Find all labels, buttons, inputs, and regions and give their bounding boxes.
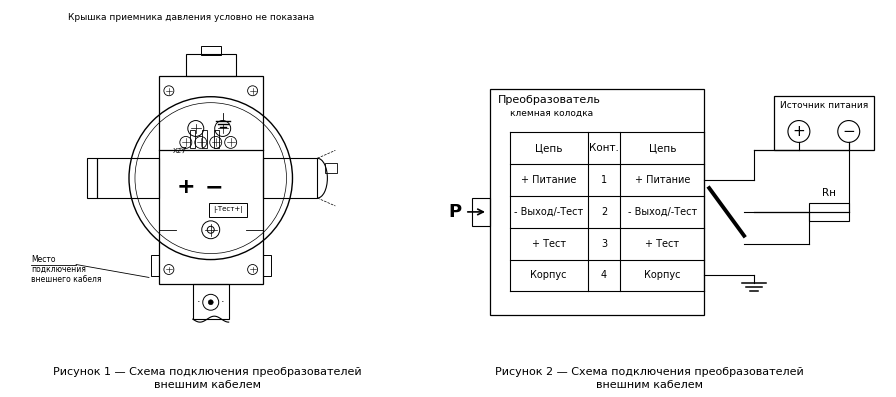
Text: клемная колодка: клемная колодка (510, 109, 593, 118)
Text: +: + (793, 124, 806, 139)
Text: внешним кабелем: внешним кабелем (596, 380, 702, 390)
Text: Крышка приемника давления условно не показана: Крышка приемника давления условно не пок… (68, 13, 314, 22)
Bar (490, 89, 704, 315)
Text: Цепь: Цепь (535, 143, 563, 153)
Bar (325, 163, 338, 173)
Text: −: − (842, 124, 855, 139)
Text: + Тест: + Тест (531, 239, 565, 249)
Text: 1: 1 (601, 175, 607, 185)
Bar (774, 96, 874, 150)
Text: + Тест: + Тест (645, 239, 679, 249)
Text: 3: 3 (601, 239, 607, 249)
Bar (97, 158, 159, 198)
Bar (201, 46, 220, 55)
Text: P: P (448, 203, 461, 221)
Bar (87, 158, 97, 198)
Bar (214, 131, 220, 148)
Bar (190, 131, 195, 148)
Text: Конт.: Конт. (589, 143, 619, 153)
Text: 2: 2 (601, 207, 607, 217)
Bar (263, 254, 271, 276)
Text: + Питание: + Питание (521, 175, 576, 185)
Text: - Выход/-Тест: - Выход/-Тест (514, 207, 583, 217)
Text: Корпус: Корпус (644, 270, 681, 280)
Bar (151, 254, 159, 276)
Bar (809, 203, 849, 221)
Bar (159, 76, 263, 284)
Text: ·: · (197, 297, 201, 307)
Text: |-Тест+|: |-Тест+| (213, 206, 243, 214)
Circle shape (208, 300, 213, 305)
Text: Корпус: Корпус (530, 270, 567, 280)
Text: Место
подключения
внешнего кабеля: Место подключения внешнего кабеля (31, 254, 102, 284)
Bar (209, 203, 246, 217)
Text: Преобразователь: Преобразователь (498, 95, 600, 105)
Text: Цепь: Цепь (649, 143, 676, 153)
Text: Источник питания: Источник питания (780, 101, 868, 110)
Text: Rн: Rн (822, 188, 836, 198)
Text: Рисунок 2 — Схема подключения преобразователей: Рисунок 2 — Схема подключения преобразов… (495, 367, 804, 377)
Text: X2: X2 (173, 148, 182, 154)
Text: + Питание: + Питание (634, 175, 690, 185)
Bar (193, 284, 228, 319)
Bar (472, 198, 490, 226)
Text: Рисунок 1 — Схема подключения преобразователей: Рисунок 1 — Схема подключения преобразов… (54, 367, 362, 377)
Bar (263, 158, 317, 198)
Text: 4: 4 (601, 270, 607, 280)
Text: −: − (204, 177, 223, 197)
Text: - Выход/-Тест: - Выход/-Тест (628, 207, 697, 217)
Bar (185, 54, 236, 76)
Text: ·: · (221, 297, 225, 307)
Text: +: + (177, 177, 195, 197)
Bar (202, 131, 207, 148)
Text: внешним кабелем: внешним кабелем (154, 380, 262, 390)
